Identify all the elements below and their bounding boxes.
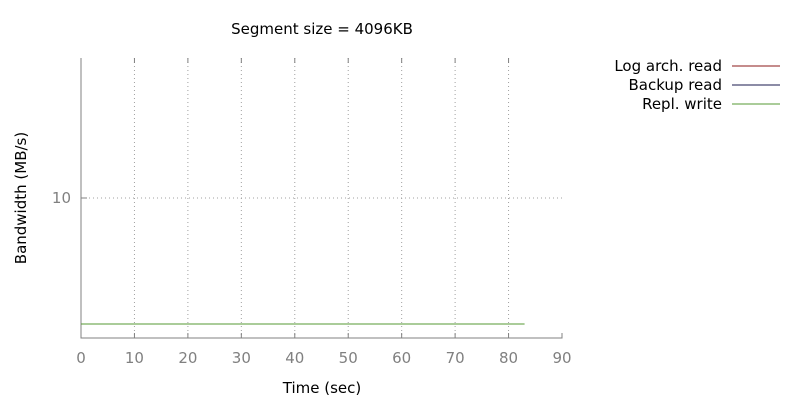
ticks: 0 10 20 30 40 50 60 70 80 90 10 — [52, 58, 572, 367]
legend-label: Repl. write — [642, 95, 722, 113]
x-tick-label: 90 — [552, 349, 571, 367]
grid — [81, 58, 562, 338]
x-tick-label: 40 — [285, 349, 304, 367]
legend-label: Backup read — [628, 76, 722, 94]
x-tick-label: 30 — [232, 349, 251, 367]
y-axis-label: Bandwidth (MB/s) — [12, 132, 30, 264]
legend-label: Log arch. read — [614, 57, 722, 75]
x-axis-label: Time (sec) — [282, 379, 361, 397]
x-tick-label: 60 — [392, 349, 411, 367]
x-tick-label: 10 — [125, 349, 144, 367]
x-tick-label: 80 — [499, 349, 518, 367]
x-tick-label: 20 — [178, 349, 197, 367]
chart-title: Segment size = 4096KB — [231, 20, 413, 38]
plot-frame — [80, 58, 563, 339]
y-tick-label: 10 — [52, 189, 71, 207]
x-tick-label: 0 — [76, 349, 86, 367]
x-tick-label: 70 — [446, 349, 465, 367]
x-tick-label: 50 — [339, 349, 358, 367]
